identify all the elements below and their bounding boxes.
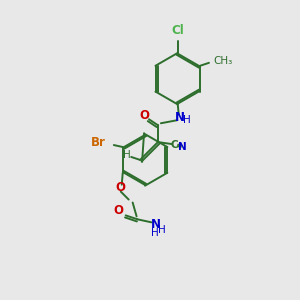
- Text: N: N: [150, 218, 161, 231]
- Text: H: H: [151, 228, 158, 238]
- Text: O: O: [114, 204, 124, 217]
- Text: O: O: [116, 181, 126, 194]
- Text: O: O: [139, 109, 149, 122]
- Text: Cl: Cl: [171, 24, 184, 37]
- Text: H: H: [123, 150, 131, 160]
- Text: C: C: [171, 140, 178, 150]
- Text: Br: Br: [91, 136, 106, 148]
- Text: N: N: [175, 111, 185, 124]
- Text: H: H: [183, 115, 190, 125]
- Text: CH₃: CH₃: [213, 56, 232, 66]
- Text: H: H: [158, 225, 165, 235]
- Text: N: N: [178, 142, 187, 152]
